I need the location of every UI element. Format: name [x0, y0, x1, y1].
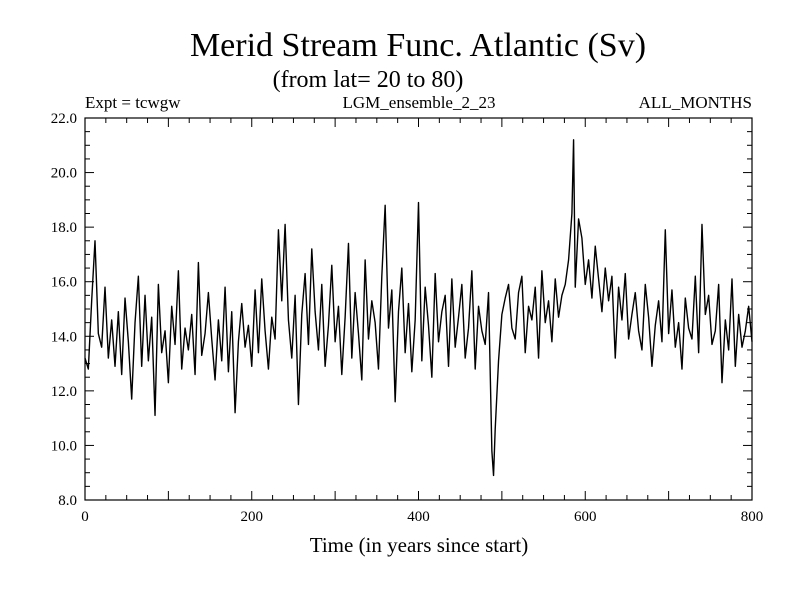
plot-frame [84, 117, 753, 501]
y-tick-label: 8.0 [58, 493, 77, 509]
y-tick-label: 12.0 [51, 384, 77, 400]
x-tick-label: 800 [741, 509, 764, 525]
x-tick-label: 600 [574, 509, 597, 525]
x-axis-label: Time (in years since start) [310, 533, 529, 557]
x-tick-label: 0 [81, 509, 89, 525]
series-line [84, 139, 753, 477]
y-tick-label: 20.0 [51, 166, 77, 182]
header-ensemble: LGM_ensemble_2_23 [343, 93, 496, 112]
y-tick-label: 22.0 [51, 111, 77, 127]
header-months: ALL_MONTHS [639, 93, 752, 112]
plot-area: 0 200 400 600 800 8.0 10.0 12.0 14.0 16.0 18.0 20.0… [51, 111, 764, 525]
chart-subtitle: (from lat= 20 to 80) [273, 67, 464, 93]
x-tick-label: 200 [241, 509, 264, 525]
chart-title: Merid Stream Func. Atlantic (Sv) [190, 27, 646, 64]
y-tick-label: 14.0 [51, 329, 77, 345]
header-experiment: Expt = tcwgw [85, 93, 181, 112]
x-tick-label: 400 [407, 509, 430, 525]
y-tick-label: 10.0 [51, 438, 77, 454]
y-tick-label: 16.0 [51, 275, 77, 291]
y-tick-label: 18.0 [51, 220, 77, 236]
